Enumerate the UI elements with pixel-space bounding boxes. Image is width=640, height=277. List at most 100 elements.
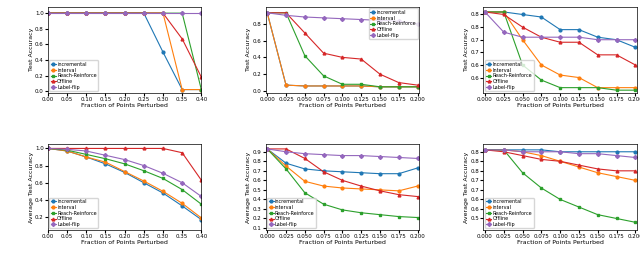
interval — [500, 148, 508, 152]
interval — [121, 170, 129, 173]
Label-flip — [556, 150, 564, 153]
Line: Offline: Offline — [266, 11, 419, 86]
Offline — [556, 160, 564, 163]
Reach-Reinforce — [339, 208, 346, 212]
Offline — [395, 81, 403, 84]
Label-flip — [376, 19, 384, 22]
Offline — [594, 167, 602, 171]
Offline — [140, 147, 148, 150]
Reach-Reinforce — [83, 153, 90, 156]
Incremental — [500, 10, 508, 14]
interval — [102, 12, 109, 15]
Offline — [376, 189, 384, 193]
Offline — [500, 13, 508, 16]
Reach-Reinforce — [44, 12, 52, 15]
incremental — [102, 162, 109, 166]
Label-flip — [198, 12, 205, 15]
Reach-Reinforce — [121, 12, 129, 15]
interval — [320, 184, 328, 188]
Offline — [282, 11, 290, 14]
interval — [518, 150, 526, 153]
Reach-Reinforce — [413, 85, 421, 88]
interval — [481, 148, 489, 152]
interval — [395, 189, 403, 193]
Label-flip — [339, 154, 346, 157]
Label-flip — [320, 16, 328, 19]
Reach-Reinforce — [264, 147, 271, 151]
Reach-Reinforce — [395, 85, 403, 88]
Interval — [500, 10, 508, 14]
interval — [179, 202, 186, 205]
Y-axis label: Test Accuracy: Test Accuracy — [29, 28, 34, 71]
Line: incremental: incremental — [47, 147, 203, 221]
incremental — [395, 85, 403, 88]
incremental — [320, 169, 328, 173]
incremental — [594, 150, 602, 153]
Offline — [282, 147, 290, 151]
incremental — [140, 181, 148, 184]
Offline — [357, 184, 365, 188]
Offline — [179, 37, 186, 40]
X-axis label: Fraction of Points Perturbed: Fraction of Points Perturbed — [516, 240, 604, 245]
Line: Offline: Offline — [484, 11, 637, 66]
interval — [179, 88, 186, 91]
interval — [282, 83, 290, 87]
Incremental — [594, 35, 602, 39]
Offline — [413, 195, 421, 198]
Line: Reach-Reinforce: Reach-Reinforce — [266, 11, 419, 88]
Line: Incremental: Incremental — [484, 11, 637, 49]
Reach-Reinforce — [575, 205, 583, 209]
Line: Label-flip: Label-flip — [484, 148, 637, 159]
Label-flip — [538, 35, 545, 39]
Legend: incremental, interval, Reach-Reinforce, Offline, Label-flip: incremental, interval, Reach-Reinforce, … — [49, 60, 99, 91]
Line: interval: interval — [266, 148, 419, 192]
interval — [198, 88, 205, 91]
Line: Reach-Reinforce: Reach-Reinforce — [47, 147, 203, 206]
incremental — [102, 12, 109, 15]
interval — [159, 12, 167, 15]
Line: Label-flip: Label-flip — [47, 12, 203, 15]
Label-flip — [121, 12, 129, 15]
incremental — [179, 88, 186, 91]
Offline — [140, 12, 148, 15]
Reach-Reinforce — [594, 86, 602, 89]
Line: Reach-Reinforce: Reach-Reinforce — [484, 11, 637, 92]
Interval — [632, 86, 639, 89]
interval — [301, 180, 308, 183]
Legend: Incremental, Interval, Reach-Reinforce, Offline, Label-flip: Incremental, Interval, Reach-Reinforce, … — [485, 60, 534, 91]
interval — [102, 160, 109, 164]
interval — [632, 179, 639, 182]
Reach-Reinforce — [357, 83, 365, 86]
incremental — [481, 148, 489, 152]
incremental — [357, 84, 365, 88]
Offline — [301, 157, 308, 160]
incremental — [44, 147, 52, 150]
Label-flip — [83, 149, 90, 153]
Label-flip — [357, 18, 365, 21]
Legend: incremental, interval, Reach-Reinforce, Offline, Label-flip: incremental, interval, Reach-Reinforce, … — [485, 198, 534, 229]
interval — [121, 12, 129, 15]
interval — [395, 85, 403, 88]
interval — [264, 147, 271, 151]
Incremental — [632, 46, 639, 49]
X-axis label: Fraction of Points Perturbed: Fraction of Points Perturbed — [81, 103, 168, 108]
Label-flip — [395, 156, 403, 159]
Label-flip — [159, 12, 167, 15]
Label-flip — [282, 14, 290, 17]
Offline — [320, 170, 328, 173]
Offline — [376, 73, 384, 76]
Y-axis label: Average Test Accuracy: Average Test Accuracy — [464, 152, 469, 223]
Reach-Reinforce — [357, 211, 365, 214]
Offline — [413, 83, 421, 87]
Y-axis label: Test Accuracy: Test Accuracy — [246, 28, 252, 71]
incremental — [264, 147, 271, 151]
Label-flip — [198, 195, 205, 198]
X-axis label: Fraction of Points Perturbed: Fraction of Points Perturbed — [299, 240, 386, 245]
Offline — [63, 147, 71, 150]
Label-flip — [140, 164, 148, 167]
Incremental — [518, 13, 526, 16]
Offline — [320, 52, 328, 55]
Incremental — [538, 15, 545, 19]
Offline — [159, 147, 167, 150]
Reach-Reinforce — [179, 12, 186, 15]
